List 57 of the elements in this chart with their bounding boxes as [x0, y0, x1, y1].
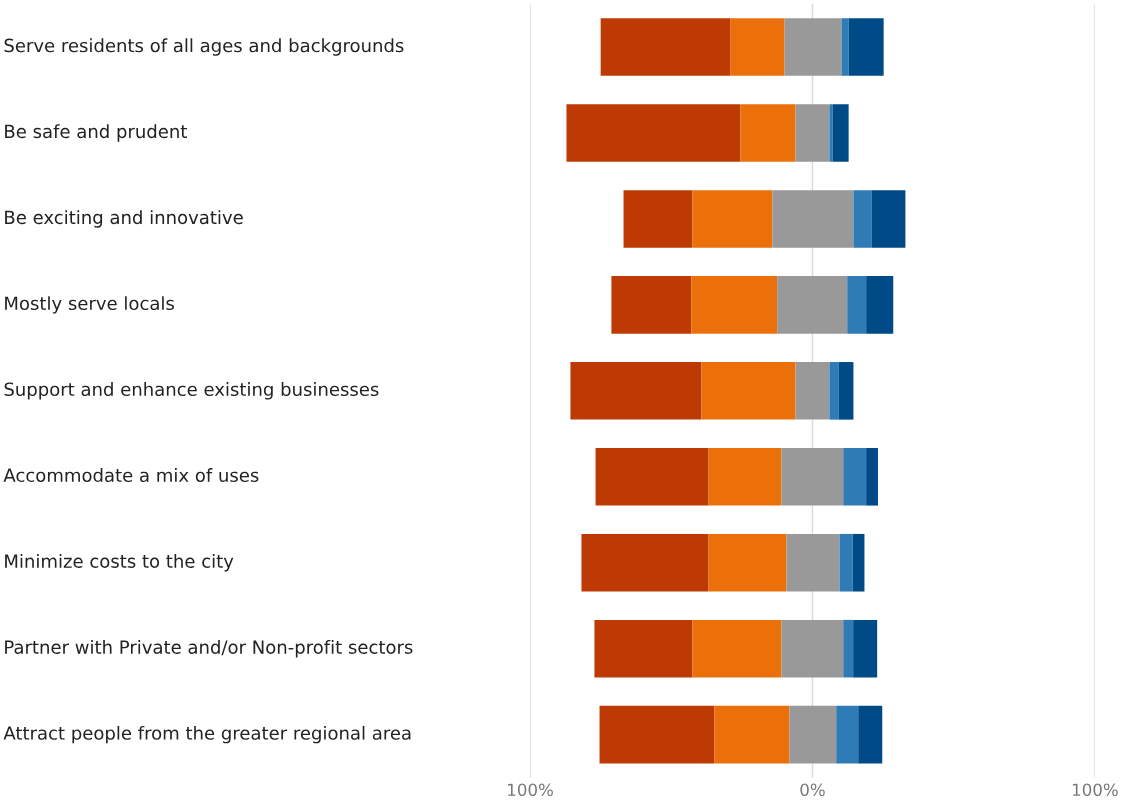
y-tick-label: Mostly serve locals — [5, 296, 174, 314]
bar — [777, 276, 848, 334]
x-tick-label: 100% — [508, 783, 553, 797]
bar — [692, 190, 773, 248]
bar — [866, 447, 879, 506]
bar — [599, 705, 715, 764]
bar — [852, 533, 865, 592]
bar — [829, 104, 833, 162]
bar — [795, 362, 830, 420]
bar — [795, 104, 830, 162]
bar — [784, 18, 842, 76]
bar — [843, 447, 867, 506]
bar — [595, 447, 709, 506]
y-tick-label: Be safe and prudent — [5, 124, 187, 142]
x-tick-label: 100% — [1072, 783, 1118, 797]
bar — [853, 190, 872, 248]
bar — [836, 705, 859, 764]
bar — [841, 18, 849, 76]
bar — [781, 619, 844, 678]
y-tick-label: Accommodate a mix of uses — [3, 468, 259, 483]
bar — [838, 362, 854, 420]
bar — [829, 362, 839, 420]
bar — [594, 619, 693, 678]
bar — [839, 533, 853, 592]
bar — [866, 276, 894, 334]
bar — [832, 104, 849, 162]
bar — [781, 447, 844, 506]
x-tick-label: 0% — [800, 783, 825, 797]
bar — [871, 190, 906, 248]
y-tick-label: Minimize costs to the city — [5, 553, 234, 572]
bar — [708, 447, 782, 506]
bar — [701, 362, 796, 420]
bar — [848, 18, 884, 76]
y-tick-label: Attract people from the greater regional area — [3, 725, 411, 744]
bar — [691, 276, 778, 334]
bar — [570, 362, 702, 420]
bar — [611, 276, 692, 334]
bar — [843, 619, 854, 678]
bar — [740, 104, 796, 162]
y-tick-label: Serve residents of all ages and backgrounds — [4, 38, 404, 56]
bar — [789, 705, 837, 764]
y-tick-label: Be exciting and innovative — [5, 210, 243, 228]
bar — [847, 276, 867, 334]
bar — [566, 104, 741, 162]
bar — [730, 18, 785, 76]
bar — [853, 619, 878, 678]
bar — [858, 705, 883, 764]
bar — [600, 18, 731, 76]
bar — [714, 705, 790, 764]
y-tick-label: Support and enhance existing businesses — [4, 382, 379, 400]
y-tick-label: Partner with Private and/or Non-profit sectors — [5, 639, 413, 658]
bar — [786, 533, 840, 592]
bar — [581, 533, 709, 592]
bar — [708, 533, 787, 592]
bar — [772, 190, 854, 248]
bar — [692, 619, 782, 678]
bar — [623, 190, 693, 248]
